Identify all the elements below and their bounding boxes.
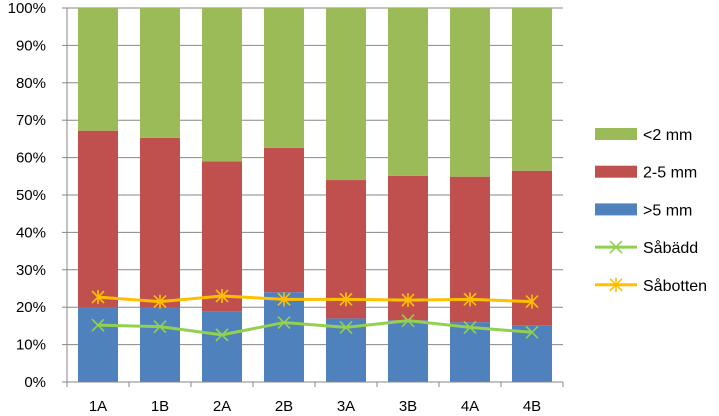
x-tick-label: 1B bbox=[151, 398, 169, 415]
y-tick-label: 80% bbox=[16, 75, 46, 92]
bar-segment bbox=[264, 8, 304, 148]
data-point-marker bbox=[339, 320, 353, 334]
bar-segment bbox=[202, 161, 242, 312]
legend-swatch bbox=[595, 128, 637, 140]
y-tick-label: 50% bbox=[16, 187, 46, 204]
data-point-marker bbox=[401, 293, 415, 308]
y-tick-label: 70% bbox=[16, 112, 46, 129]
data-point-marker bbox=[91, 290, 105, 305]
bar-segments bbox=[78, 8, 552, 382]
x-tick-label: 3B bbox=[399, 398, 417, 415]
bar-segment bbox=[326, 8, 366, 181]
y-tick-label: 30% bbox=[16, 262, 46, 279]
bar-segment bbox=[140, 8, 180, 138]
series-line bbox=[97, 294, 533, 304]
bar-segment bbox=[140, 137, 180, 308]
x-tick-label: 2A bbox=[213, 398, 231, 415]
y-tick-label: 20% bbox=[16, 299, 46, 316]
bar-segment bbox=[264, 292, 304, 382]
x-axis-tick-labels: 1A 1B 2A 2B 3A 3B 4A 4B bbox=[89, 398, 541, 415]
data-point-marker bbox=[153, 320, 167, 334]
y-tick-label: 40% bbox=[16, 224, 46, 241]
data-point-marker bbox=[463, 292, 477, 307]
x-tick-label: 4B bbox=[523, 398, 541, 415]
legend-label: Såbädd bbox=[643, 239, 698, 257]
data-point-marker bbox=[277, 315, 291, 330]
bar-segment bbox=[202, 311, 242, 382]
data-point-marker bbox=[401, 314, 415, 328]
bar-segment bbox=[512, 8, 552, 171]
legend-swatch bbox=[595, 165, 637, 178]
bar-segment bbox=[450, 8, 490, 177]
bar-segment bbox=[264, 147, 304, 293]
legend-label: Såbotten bbox=[643, 277, 707, 295]
data-point-marker bbox=[463, 320, 477, 334]
bar-segment bbox=[78, 130, 118, 308]
data-point-marker bbox=[339, 292, 353, 307]
bar-segment bbox=[388, 320, 428, 382]
legend-label: 2-5 mm bbox=[643, 165, 697, 182]
legend-label: >5 mm bbox=[643, 202, 692, 219]
legend-swatch bbox=[595, 203, 637, 216]
legend: <2 mm 2-5 mm >5 mm Såbädd Såbotten bbox=[595, 127, 707, 295]
data-point-marker bbox=[91, 318, 105, 332]
bar-segment bbox=[140, 307, 180, 382]
data-point-marker bbox=[215, 288, 229, 303]
data-point-marker bbox=[215, 328, 229, 342]
data-point-marker bbox=[525, 294, 539, 309]
bar-segment bbox=[202, 8, 242, 162]
bar-segment bbox=[78, 307, 118, 382]
y-tick-label: 0% bbox=[24, 374, 46, 391]
bar-segment bbox=[512, 325, 552, 382]
x-tick-label: 2B bbox=[275, 398, 293, 415]
bar-segment bbox=[450, 322, 490, 382]
series-line bbox=[97, 319, 533, 337]
data-point-marker bbox=[153, 294, 167, 309]
series-lines bbox=[91, 288, 539, 342]
bar-segment bbox=[388, 8, 428, 176]
y-axis-tick-labels: 0% 10% 20% 30% 40% 50% 60% 70% 80% 90% 100% bbox=[8, 0, 46, 391]
legend-marker bbox=[609, 240, 623, 254]
x-tick-label: 4A bbox=[461, 398, 479, 415]
data-point-marker bbox=[525, 325, 539, 339]
y-tick-label: 90% bbox=[16, 37, 46, 54]
legend-label: <2 mm bbox=[643, 127, 692, 144]
bar-segment bbox=[78, 8, 118, 131]
axes bbox=[62, 7, 564, 387]
x-tick-label: 1A bbox=[89, 398, 107, 415]
data-point-marker bbox=[277, 292, 291, 307]
y-tick-label: 60% bbox=[16, 150, 46, 167]
y-tick-label: 100% bbox=[8, 0, 46, 17]
bar-segment bbox=[326, 318, 366, 382]
x-tick-label: 3A bbox=[337, 398, 355, 415]
legend-marker bbox=[609, 277, 623, 292]
y-tick-label: 10% bbox=[16, 337, 46, 354]
